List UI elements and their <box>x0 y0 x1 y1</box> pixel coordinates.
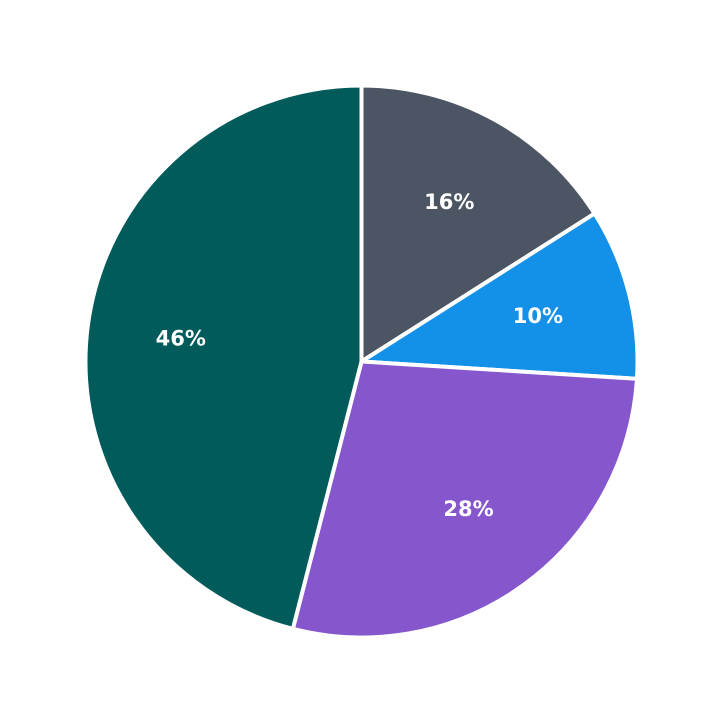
pie-slice-label-1: 16% <box>424 190 474 214</box>
pie-slice-label-2: 10% <box>513 304 563 328</box>
pie-slice-4 <box>83 83 364 631</box>
labels-layer: 16% 10% 28% 46% <box>156 190 563 521</box>
slices-layer <box>83 83 640 640</box>
pie-slice-1 <box>359 83 597 364</box>
pie-slice-label-4: 46% <box>156 327 206 351</box>
pie-slice-label-3: 28% <box>443 497 493 521</box>
pie-slice-2 <box>359 211 640 381</box>
pie-slice-3 <box>290 359 639 640</box>
